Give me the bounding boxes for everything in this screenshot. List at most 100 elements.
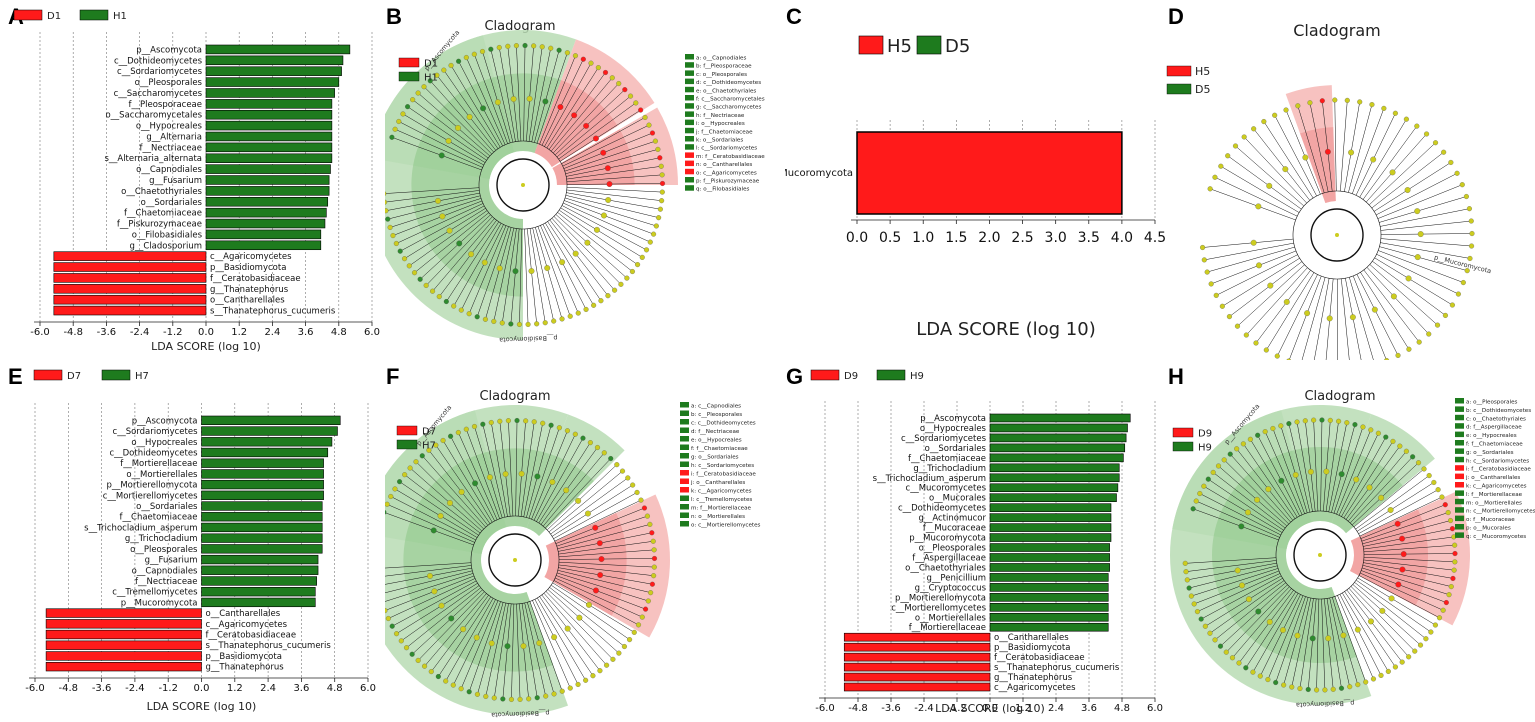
leaf-node	[1441, 149, 1447, 155]
lda-bar-chart-c: H5 D5 0.0 0.5 1.0 1.5 2.0 2.5 3.0 3.5 4.0 4.5 LDA SC…	[785, 35, 1165, 340]
key-entry: c: o__Pleosporales	[696, 72, 747, 78]
key-swatch	[685, 127, 694, 134]
tree-branch	[538, 442, 591, 524]
tree-branch	[551, 218, 615, 291]
lda-bar-chart-g: D9 H9 -6.0 -4.8 -3.6 -2.4 -1.2 0.0 1.2 2.4 3.6 4.8 6…	[810, 369, 1163, 715]
leaf-node	[551, 691, 557, 697]
tree-branch	[1205, 578, 1283, 627]
bar-o-sordariales	[201, 501, 323, 511]
tree-branch	[527, 228, 537, 324]
tree-branch	[539, 55, 576, 145]
key-swatch	[1455, 431, 1464, 438]
leaf-node	[525, 321, 531, 327]
bar-label: g__Penicillium	[927, 573, 986, 583]
tree-branch	[1267, 595, 1304, 680]
tree-branch	[396, 203, 484, 244]
leaf-node	[1381, 105, 1387, 111]
leaf-node	[1440, 607, 1446, 613]
leaf-node	[648, 590, 654, 596]
leaf-node	[1352, 422, 1358, 428]
leaf-node	[393, 240, 399, 247]
internal-node	[1395, 581, 1402, 588]
x-tick-label: 2.4	[264, 327, 280, 338]
tree-branch	[502, 228, 517, 323]
tree-branch	[1341, 278, 1350, 360]
lda-bar-chart-e: D7 H7 -6.0 -4.8 -3.6 -2.4 -1.2 0.0 1.2 2.4 3.6 4.8 6…	[25, 369, 376, 713]
leaf-node	[630, 482, 636, 488]
key-entry: g: o__Sordariales	[1466, 450, 1514, 456]
tree-branch	[485, 602, 507, 697]
root-ring	[496, 158, 550, 212]
bar-label: p__Basidiomycota	[206, 652, 282, 662]
leaf-node	[1421, 466, 1427, 472]
bar-label: c__Agaricomycetes	[994, 683, 1076, 693]
tree-branch	[516, 603, 521, 700]
leaf-node	[1201, 483, 1207, 489]
bar-s-trichocladium-asperum	[989, 473, 1120, 483]
leaf-node	[1274, 353, 1280, 359]
root-ring	[1310, 208, 1364, 262]
tree-branch	[399, 481, 479, 536]
tree-branch	[1299, 598, 1314, 689]
leaf-node	[488, 46, 494, 52]
leaf-node	[1455, 291, 1461, 297]
x-tick-label: 4.0	[1111, 230, 1133, 246]
bar-o-chaetothyriales	[989, 563, 1110, 572]
leaf-node	[491, 318, 497, 324]
leaf-node	[583, 306, 589, 312]
x-tick-label: 1.5	[945, 230, 967, 246]
bar-o-hypocreales	[201, 437, 333, 447]
leaf-node	[471, 423, 478, 430]
leaf-node	[1183, 569, 1189, 575]
leaf-node	[1286, 358, 1292, 360]
panel-label-d: D	[1168, 4, 1184, 29]
tree-branch	[563, 202, 651, 243]
legend-label-h1: H1	[113, 11, 127, 22]
internal-node	[1378, 494, 1385, 501]
legend-label-h1: H1	[424, 73, 438, 84]
leaf-node	[1468, 218, 1474, 224]
leaf-node	[653, 223, 659, 229]
x-axis-label: LDA SCORE (log 10)	[147, 700, 257, 713]
leaf-node	[1426, 331, 1432, 337]
leaf-node	[583, 677, 589, 683]
root-ring	[1293, 528, 1347, 582]
internal-node	[1370, 156, 1377, 163]
bar-label: o__Saccharomycetales	[105, 111, 202, 121]
bar-o-pleosporales	[989, 543, 1110, 552]
tree-branch	[518, 420, 526, 517]
tree-branch	[1363, 528, 1453, 547]
lda-bar-chart-a: D1 H1 -6.0 -4.8 -3.6 -2.4 -1.2 0.0 1.2 2.4 3.6 4.8 6…	[13, 9, 380, 353]
internal-node	[1265, 486, 1272, 493]
leaf-node	[1368, 427, 1374, 433]
internal-node	[502, 471, 509, 477]
leaf-node	[443, 299, 449, 305]
leaf-node	[652, 138, 658, 144]
tree-branch	[1348, 588, 1409, 657]
tree-branch	[1246, 267, 1308, 336]
internal-node	[427, 572, 433, 579]
leaf-node	[531, 419, 537, 425]
tree-branch	[508, 420, 514, 517]
internal-node	[1379, 607, 1386, 614]
leaf-node	[657, 206, 663, 212]
leaf-node	[1390, 438, 1396, 444]
leaf-node	[1191, 601, 1197, 607]
tree-branch	[1185, 560, 1277, 572]
tree-branch	[1209, 580, 1285, 634]
internal-node	[1280, 627, 1286, 634]
tree-branch	[548, 470, 623, 533]
tree-branch	[553, 492, 638, 539]
leaf-node	[496, 44, 502, 51]
x-tick-label: 2.4	[260, 683, 276, 694]
tree-branch	[1341, 436, 1387, 517]
key-entry: n: c__Mortierellomycetes	[1466, 509, 1535, 515]
leaf-node	[1218, 163, 1224, 169]
tree-branch	[558, 558, 655, 560]
internal-node	[494, 99, 501, 106]
x-tick-label: 3.0	[1045, 230, 1067, 246]
tree-branch	[1197, 573, 1281, 612]
bar-s-trichocladium-asperum	[201, 522, 323, 533]
tree-branch	[1361, 512, 1449, 542]
bar-f-ceratobasidiaceae	[53, 273, 207, 283]
